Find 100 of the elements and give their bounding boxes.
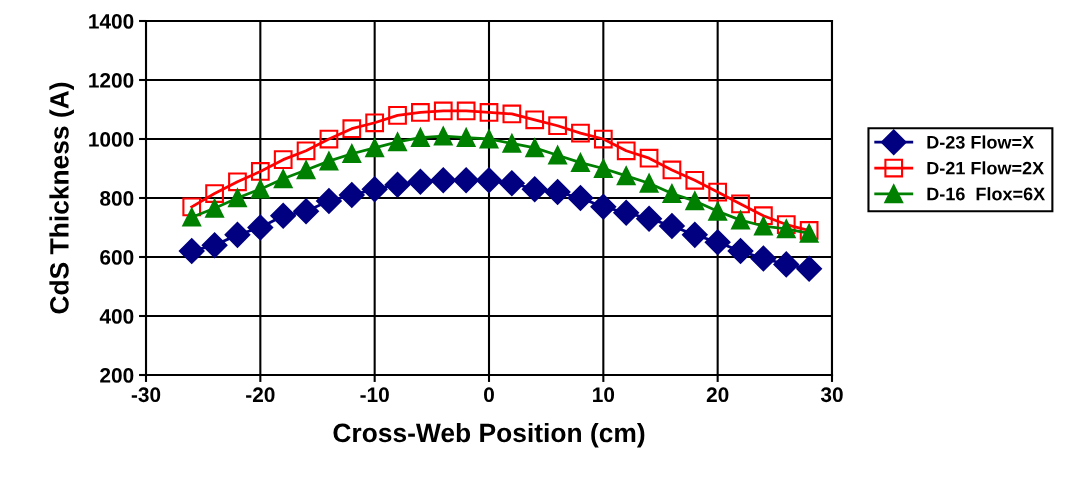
point (247, 214, 274, 241)
point (384, 171, 411, 198)
y-tick-label: 1000 (89, 132, 134, 147)
point (773, 251, 800, 278)
point (708, 201, 728, 221)
point (273, 150, 293, 170)
point (616, 141, 636, 161)
point (681, 222, 708, 248)
point (361, 176, 388, 202)
y-tick-label: 1200 (89, 73, 134, 88)
point (178, 238, 205, 264)
point (525, 110, 545, 130)
point (754, 216, 773, 236)
point (182, 207, 202, 227)
point (342, 119, 362, 139)
point (433, 126, 453, 146)
point (293, 198, 319, 225)
point (205, 198, 224, 218)
point (776, 219, 796, 239)
point (201, 232, 228, 259)
y-tick-label: 1400 (89, 14, 134, 29)
point (316, 188, 342, 214)
legend-label: D-21 Flow=2X (927, 161, 1044, 175)
point (727, 238, 754, 264)
point (548, 145, 567, 165)
point (708, 182, 728, 202)
point (613, 199, 640, 226)
point (479, 129, 499, 149)
point (296, 141, 316, 161)
point (731, 210, 750, 230)
point (338, 182, 365, 208)
y-tick-label: 600 (100, 250, 134, 265)
point (430, 167, 457, 194)
point (479, 103, 499, 122)
point (205, 184, 224, 203)
point (228, 172, 247, 192)
y-tick-label: 200 (100, 368, 134, 383)
point (365, 138, 385, 158)
point (228, 188, 247, 208)
point (273, 169, 293, 189)
point (659, 213, 685, 239)
point (342, 144, 362, 164)
point (685, 170, 705, 190)
point (639, 173, 659, 193)
point (411, 103, 430, 122)
y-axis-title: CdS Thickness (A) (49, 82, 74, 314)
point (616, 166, 636, 186)
point (502, 134, 522, 153)
point (685, 191, 705, 211)
point (250, 162, 270, 181)
x-tick-label: 0 (484, 387, 494, 403)
point (502, 104, 522, 124)
x-tick-label: -20 (246, 387, 275, 403)
x-tick-label: 30 (820, 387, 843, 403)
point (453, 167, 479, 194)
point (731, 194, 750, 214)
point (319, 151, 339, 171)
point (704, 229, 731, 256)
x-tick-label: 20 (706, 387, 729, 403)
point (571, 153, 590, 172)
point (433, 101, 453, 121)
point (388, 106, 407, 125)
point (456, 101, 476, 121)
point (593, 159, 613, 178)
point (750, 245, 777, 272)
point (224, 222, 251, 248)
point (590, 194, 617, 220)
point (476, 167, 502, 194)
point (365, 113, 385, 133)
point (639, 148, 659, 168)
point (182, 197, 202, 217)
point (499, 170, 525, 197)
x-axis-title: Cross-Web Position (cm) (333, 422, 645, 448)
point (636, 205, 662, 232)
y-tick-label: 400 (99, 309, 134, 324)
point (567, 185, 594, 211)
point (662, 160, 682, 180)
point (544, 179, 571, 205)
point (754, 206, 773, 226)
point (593, 129, 613, 149)
point (796, 255, 822, 282)
point (388, 132, 407, 152)
point (270, 202, 297, 229)
point (548, 116, 567, 136)
point (456, 128, 476, 147)
point (571, 123, 590, 143)
point (411, 128, 430, 147)
point (407, 168, 434, 195)
point (296, 160, 316, 180)
x-tick-label: -10 (360, 387, 389, 403)
legend-label: D-16 Flox=6X (927, 187, 1045, 201)
y-tick-label: 800 (100, 191, 134, 206)
point (521, 176, 548, 202)
point (525, 138, 545, 158)
point (319, 129, 339, 149)
x-tick-label: 10 (593, 387, 615, 403)
point (662, 184, 682, 203)
point (250, 179, 270, 199)
legend-label: D-23 Flow=X (927, 135, 1034, 149)
x-tick-label: -30 (131, 387, 161, 403)
